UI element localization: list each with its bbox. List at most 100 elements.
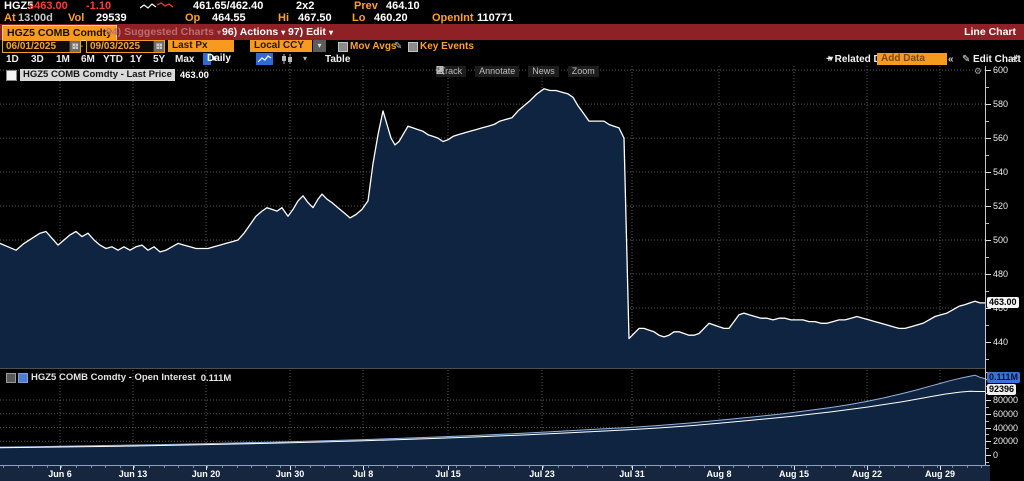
zoom-button[interactable]: Zoom — [436, 66, 599, 77]
edit-menu[interactable]: 97) Edit ▾ — [288, 26, 333, 38]
range-ytd[interactable]: YTD — [103, 54, 123, 65]
price-series-label[interactable]: HGZ5 COMB Comdty - Last Price — [20, 69, 175, 81]
axis-settings-gear-icon[interactable]: ⚙ — [973, 66, 982, 76]
table-button[interactable]: Table — [325, 54, 351, 65]
x-minor-tick — [324, 466, 325, 468]
chevron-down-icon: ▾ — [281, 28, 286, 37]
x-minor-tick — [806, 466, 807, 468]
y-minor-tick — [986, 121, 989, 122]
x-minor-tick — [675, 466, 676, 468]
x-minor-tick — [280, 466, 281, 468]
open-interest-chart[interactable] — [0, 370, 985, 465]
range-max[interactable]: Max — [175, 54, 195, 65]
quote-line-2: At 13:00d Vol 29539 Op 464.55 Hi 467.50 … — [0, 12, 1024, 24]
y-minor-tick — [986, 421, 989, 422]
range-6m[interactable]: 6M — [81, 54, 95, 65]
x-minor-tick — [587, 466, 588, 468]
y-tick-label: 560 — [986, 133, 1008, 143]
range-1d[interactable]: 1D — [6, 54, 19, 65]
openint-value: 110771 — [477, 12, 514, 24]
x-tick — [794, 466, 795, 470]
suggested-charts-menu[interactable]: 94) Suggested Charts ▾ — [106, 26, 221, 38]
price-field-select[interactable]: Last Px — [168, 40, 234, 52]
price-chart[interactable] — [0, 66, 985, 368]
key-events-checkbox[interactable] — [408, 42, 418, 52]
x-minor-tick — [689, 466, 690, 468]
x-tick — [290, 466, 291, 470]
range-3d[interactable]: 3D — [31, 54, 44, 65]
x-tick-label: Jul 31 — [619, 469, 645, 479]
quote-line-1: HGZ5 s463.00 -1.10 461.65/462.40 2x2 Pre… — [0, 0, 1024, 12]
candle-chart-type-button[interactable] — [278, 53, 295, 65]
calendar-icon[interactable] — [69, 41, 80, 52]
y-minor-tick — [986, 240, 989, 241]
chevron-down-icon: ▾ — [829, 54, 834, 63]
security-field[interactable]: HGZ5 COMB Comdty — [2, 25, 117, 41]
y-tick-label: 580 — [986, 99, 1008, 109]
x-tick-label: Jul 8 — [352, 469, 374, 479]
x-minor-tick — [339, 466, 340, 468]
y-minor-tick — [986, 189, 989, 190]
collapse-button[interactable]: « — [948, 54, 954, 65]
ticker-symbol: HGZ5 — [4, 0, 34, 12]
x-minor-tick — [222, 466, 223, 468]
actions-menu[interactable]: 96) Actions ▾ — [222, 26, 286, 38]
y-minor-tick — [986, 455, 989, 456]
key-events-label[interactable]: Key Events — [420, 41, 474, 52]
calendar-icon[interactable] — [153, 41, 164, 52]
range-1m[interactable]: 1M — [56, 54, 70, 65]
mov-avgs-checkbox[interactable] — [338, 42, 348, 52]
x-minor-tick — [850, 466, 851, 468]
last-value-tag: 463.00 — [987, 297, 1019, 308]
x-minor-tick — [266, 466, 267, 468]
y-tick-label: 80000 — [986, 395, 1018, 405]
x-minor-tick — [981, 466, 982, 468]
date-range-dash: - — [80, 41, 84, 52]
series-checkbox[interactable] — [6, 373, 16, 383]
gear-icon[interactable]: ⚙ — [1012, 54, 1021, 65]
line-chart-type-button[interactable] — [256, 53, 273, 65]
openint-label: OpenInt — [432, 12, 474, 24]
x-minor-tick — [368, 466, 369, 468]
pencil-icon[interactable]: ✎ — [394, 41, 403, 52]
chart-type-dropdown[interactable]: ▾ — [303, 54, 308, 63]
x-minor-tick — [295, 466, 296, 468]
edit-chart-button[interactable]: Edit Chart — [973, 54, 1021, 65]
date-to-input[interactable]: 09/03/2025 — [86, 40, 165, 53]
annotate-button[interactable]: Annotate — [436, 66, 520, 77]
period-select[interactable]: Daily ▼ — [203, 53, 231, 65]
x-minor-tick — [426, 466, 427, 468]
x-tick-label: Jun 30 — [275, 469, 305, 479]
x-minor-tick — [835, 466, 836, 468]
x-minor-tick — [456, 466, 457, 468]
x-tick-label: Jul 15 — [435, 469, 461, 479]
hi-value: 467.50 — [298, 12, 332, 24]
x-minor-tick — [499, 466, 500, 468]
mov-avgs-label[interactable]: Mov Avgs — [350, 41, 397, 52]
date-from-input[interactable]: 06/01/2025 — [2, 40, 81, 53]
lo-value: 460.20 — [374, 12, 408, 24]
series-checkbox[interactable] — [6, 69, 17, 81]
x-minor-tick — [937, 466, 938, 468]
x-minor-tick — [383, 466, 384, 468]
range-5y[interactable]: 5Y — [153, 54, 166, 65]
x-minor-tick — [791, 466, 792, 468]
at-time: 13:00d — [18, 12, 53, 24]
x-minor-tick — [237, 466, 238, 468]
news-button[interactable]: News — [436, 66, 559, 77]
oi-series-label[interactable]: HGZ5 COMB Comdty - Open Interest — [31, 372, 196, 383]
x-minor-tick — [952, 466, 953, 468]
prev-value: 464.10 — [386, 0, 420, 12]
y-minor-tick — [986, 291, 989, 292]
currency-select[interactable]: Local CCY — [250, 40, 312, 52]
add-data-input[interactable]: Add Data — [877, 53, 947, 65]
range-1y[interactable]: 1Y — [130, 54, 143, 65]
price-chart-panel: HGZ5 COMB Comdty - Last Price 463.00 Tra… — [0, 66, 985, 368]
x-minor-tick — [149, 466, 150, 468]
currency-dropdown-button[interactable]: ▾ — [313, 40, 326, 52]
y-tick-label: 600 — [986, 65, 1008, 75]
at-label: At — [4, 12, 16, 24]
pencil-icon: ✎ — [962, 54, 971, 65]
prev-label: Prev — [354, 0, 378, 12]
